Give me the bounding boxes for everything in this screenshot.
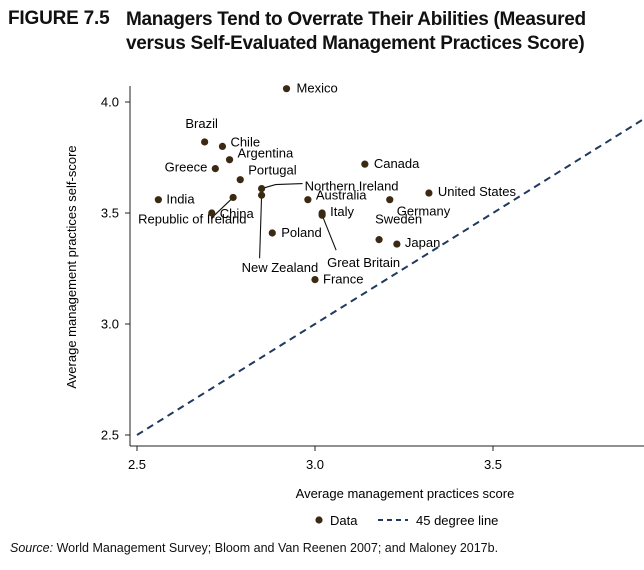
x-tick-label: 3.0 xyxy=(306,457,324,472)
point-canada xyxy=(361,160,369,168)
point-india xyxy=(154,196,162,204)
source-text: World Management Survey; Bloom and Van R… xyxy=(53,541,499,555)
point-argentina xyxy=(225,156,234,164)
label-united-states: United States xyxy=(438,184,517,199)
axis-ticks: 2.5 3.0 3.5 2.5 3.0 3.5 4.0 xyxy=(101,95,502,473)
point-poland xyxy=(268,229,276,237)
point-mexico xyxy=(282,85,291,93)
point-japan xyxy=(393,240,401,248)
point-united-states xyxy=(425,189,433,197)
figure-title: Managers Tend to Overrate Their Abilitie… xyxy=(126,9,586,54)
leader-great-britain xyxy=(321,215,337,251)
point-sweden xyxy=(375,236,383,244)
label-india: India xyxy=(166,192,195,207)
y-tick-label: 4.0 xyxy=(101,95,119,110)
label-brazil: Brazil xyxy=(185,116,218,131)
label-china: China xyxy=(220,206,255,221)
label-mexico: Mexico xyxy=(297,81,338,96)
45-degree-line xyxy=(136,118,644,436)
label-greece: Greece xyxy=(165,160,208,175)
point-france xyxy=(311,276,319,284)
leader-northern-ireland xyxy=(261,183,303,190)
point-northern-ireland xyxy=(258,184,266,193)
label-sweden: Sweden xyxy=(375,212,422,227)
label-poland: Poland xyxy=(281,225,321,240)
45-degree-line-layer xyxy=(136,118,644,436)
label-northern-ireland: Northern Ireland xyxy=(305,179,399,194)
source-note: Source: World Management Survey; Bloom a… xyxy=(10,541,498,555)
y-axis-label: Average management practices self-score xyxy=(64,145,79,388)
y-tick-label: 3.0 xyxy=(101,317,119,332)
point-portugal xyxy=(236,176,244,184)
point-australia xyxy=(304,196,312,204)
label-great-britain: Great Britain xyxy=(327,255,400,270)
x-axis-label: Average management practices score xyxy=(296,486,515,501)
x-tick-label: 3.5 xyxy=(484,457,502,472)
label-argentina: Argentina xyxy=(238,146,294,161)
label-portugal: Portugal xyxy=(248,163,297,178)
point-greece xyxy=(211,165,219,173)
point-germany xyxy=(386,196,394,204)
figure-number: FIGURE 7.5 xyxy=(8,8,110,29)
label-australia: Australia xyxy=(316,188,367,203)
label-new-zealand: New Zealand xyxy=(242,260,319,275)
x-tick-label: 2.5 xyxy=(128,457,146,472)
source-label: Source: xyxy=(10,541,54,555)
label-leader-lines xyxy=(210,183,337,259)
label-republic-of-ireland: Republic of Ireland xyxy=(138,211,246,226)
legend: Data 45 degree line xyxy=(315,513,498,528)
point-china xyxy=(208,209,216,217)
label-germany: Germany xyxy=(397,204,451,219)
point-chile xyxy=(218,142,227,150)
data-points xyxy=(154,85,433,284)
axes xyxy=(129,86,644,447)
label-italy: Italy xyxy=(330,204,354,219)
legend-data-marker xyxy=(315,516,323,524)
point-republic-of-ireland xyxy=(229,193,237,202)
y-tick-label: 2.5 xyxy=(101,428,119,443)
label-japan: Japan xyxy=(405,235,440,250)
legend-45-degree-line-label: 45 degree line xyxy=(416,513,498,528)
legend-data-label: Data xyxy=(330,513,358,528)
leader-republic-of-ireland xyxy=(210,197,234,219)
leader-new-zealand xyxy=(259,195,263,259)
point-new-zealand xyxy=(258,191,266,199)
label-france: France xyxy=(323,272,363,287)
point-brazil xyxy=(201,138,209,146)
y-tick-label: 3.5 xyxy=(101,206,119,221)
point-great-britain xyxy=(318,211,326,219)
label-canada: Canada xyxy=(374,156,420,171)
label-chile: Chile xyxy=(230,134,260,149)
